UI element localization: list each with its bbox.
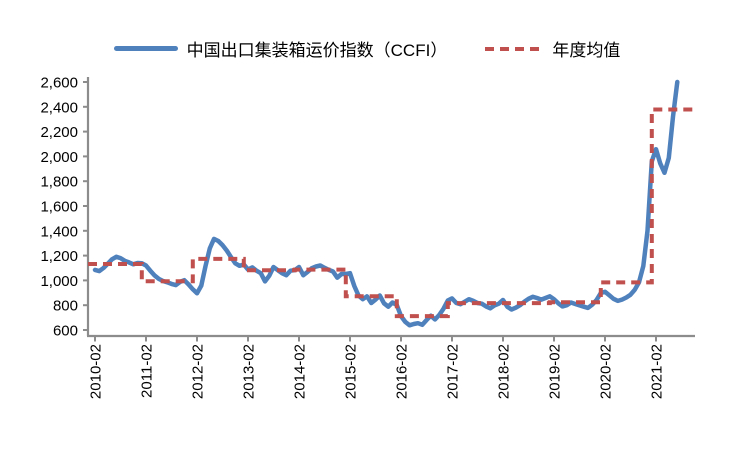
- y-tick-label: 600: [53, 323, 78, 340]
- y-tick-label: 1,400: [40, 223, 78, 240]
- x-tick-label: 2011-02: [139, 344, 156, 398]
- y-tick-label: 2,600: [40, 75, 78, 92]
- y-tick-label: 2,200: [40, 124, 78, 141]
- x-tick-label: 2010-02: [88, 344, 105, 399]
- x-tick-label: 2014-02: [292, 344, 309, 399]
- y-tick-label: 800: [53, 298, 78, 315]
- ccfi-series-line: [92, 79, 680, 328]
- y-tick-label: 1,800: [40, 174, 78, 191]
- x-tick-label: 2016-02: [394, 344, 411, 399]
- x-tick-label: 2013-02: [241, 344, 258, 399]
- y-tick-label: 1,600: [40, 199, 78, 216]
- legend: 中国出口集装箱运价指数（CCFI） 年度均值: [0, 36, 734, 61]
- legend-item-ccfi: 中国出口集装箱运价指数（CCFI）: [113, 36, 448, 61]
- x-tick-label: 2018-02: [496, 344, 513, 399]
- x-tick-label: 2012-02: [190, 344, 207, 399]
- legend-item-annual-average: 年度均值: [485, 36, 620, 61]
- annual-average-step-line: [88, 107, 695, 319]
- annual-average-line-swatch-icon: [485, 46, 544, 51]
- x-tick-label: 2015-02: [343, 344, 360, 399]
- x-tick-label: 2021-02: [649, 344, 666, 399]
- y-tick-label: 1,000: [40, 273, 78, 290]
- x-tick-label: 2017-02: [445, 344, 462, 399]
- y-tick-label: 2,400: [40, 99, 78, 116]
- x-tick-label: 2020-02: [598, 344, 615, 399]
- ccfi-line-swatch-icon: [113, 46, 178, 51]
- legend-label-ccfi: 中国出口集装箱运价指数（CCFI）: [186, 41, 448, 60]
- legend-label-annual-average: 年度均值: [552, 41, 621, 60]
- x-tick-label: 2019-02: [547, 344, 564, 399]
- y-tick-label: 2,000: [40, 149, 78, 166]
- y-tick-label: 1,200: [40, 248, 78, 265]
